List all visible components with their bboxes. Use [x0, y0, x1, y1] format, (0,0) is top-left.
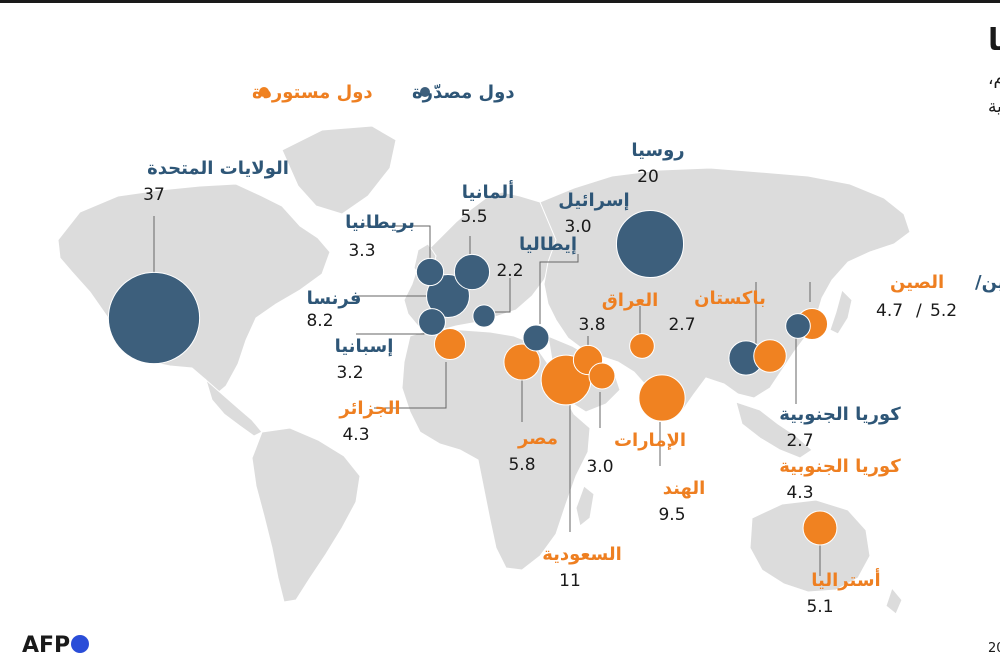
israel-value: 3.0 — [564, 217, 591, 237]
legend-exporters-label: دول مصدّرة — [412, 82, 515, 103]
source-note: المصدر: معهد ستوكهولم الدولي لأبحاث السل… — [988, 639, 1000, 656]
skorea-exp-bubble — [785, 313, 811, 339]
skorea-imp-label: كوريا الجنوبية — [779, 456, 901, 477]
legend-importers-label: دول مستوردة — [252, 82, 373, 103]
usa-label: الولايات المتحدة — [147, 158, 289, 179]
page-title: أكبر مصدري الأسلحة ومستورديها — [988, 20, 1000, 58]
china-value-separator: / — [916, 301, 922, 321]
iraq-value: 3.8 — [578, 315, 605, 335]
legend-exporter-dot — [420, 87, 430, 97]
uae-bubble — [588, 362, 616, 390]
algeria-label: الجزائر — [338, 398, 400, 419]
algeria-bubble — [433, 327, 467, 361]
italy-bubble — [472, 304, 496, 328]
russia-value: 20 — [637, 167, 659, 187]
skorea-exp-value: 2.7 — [786, 431, 813, 451]
subtitle-line-1: بحسب معهد ستوكهولم الدولي لأبحاث السلام، — [988, 68, 1000, 89]
russia-label: روسيا — [631, 140, 684, 161]
israel-bubble — [522, 324, 550, 352]
japan-shape — [829, 289, 853, 335]
spain-bubble — [418, 308, 446, 336]
new-zealand-shape — [885, 586, 903, 615]
afp-logo-text: AFP — [22, 633, 70, 658]
germany-bubble — [453, 253, 491, 291]
saudi-label: السعودية — [542, 544, 622, 565]
india-bubble — [638, 374, 686, 422]
australia-shape — [749, 499, 871, 593]
australia-value: 5.1 — [806, 597, 833, 617]
france-label: فرنسا — [307, 288, 362, 309]
spain-value: 3.2 — [336, 363, 363, 383]
spain-label: إسبانيا — [335, 336, 394, 357]
italy-value: 2.2 — [496, 261, 523, 281]
france-bubble — [426, 274, 470, 318]
china-imp-bubble — [753, 339, 787, 373]
pakistan-bubble — [629, 333, 655, 359]
uk-value: 3.3 — [348, 241, 375, 261]
russia-bubble — [615, 209, 685, 279]
australia-bubble — [802, 510, 838, 546]
bubbles — [107, 209, 838, 546]
india-value: 9.5 — [658, 505, 685, 525]
egypt-value: 5.8 — [508, 455, 535, 475]
germany-label: ألمانيا — [462, 180, 515, 203]
subtitle-line-2: 2016 - 2020، كنسبة مئوية من التجارة العا… — [988, 97, 1000, 117]
israel-label: إسرائيل — [558, 190, 629, 211]
uk-bubble — [415, 257, 445, 287]
uae-label: الإمارات — [614, 430, 686, 451]
uae-value: 3.0 — [586, 457, 613, 477]
australia-label: أستراليا — [811, 568, 880, 591]
egypt-bubble — [503, 343, 541, 381]
top-rule — [0, 0, 1000, 3]
pakistan-value: 2.7 — [668, 315, 695, 335]
india-label: الهند — [663, 478, 706, 499]
saudi-value: 11 — [559, 571, 581, 591]
country-labels: الولايات المتحدة 37 روسيا 20 ألمانيا 5.5 بريطا… — [143, 140, 901, 617]
usa-bubble — [107, 271, 201, 365]
madagascar-shape — [575, 485, 595, 527]
france-value: 8.2 — [306, 311, 333, 331]
central-america-shape — [205, 378, 263, 437]
china-importer-label: الصين — [890, 272, 944, 293]
afp-logo: AFP — [22, 633, 89, 658]
south-america-shape — [251, 427, 361, 603]
afp-logo-dot — [71, 635, 89, 653]
pakistan-label: باكستان — [694, 288, 766, 309]
iraq-label: العراق — [602, 290, 659, 311]
skorea-exp-label: كوريا الجنوبية — [779, 404, 901, 425]
italy-label: إيطاليا — [519, 234, 577, 255]
china-label: الصين الصين/ 4.7 / 5.2 — [876, 272, 1000, 321]
north-america-shape — [57, 183, 331, 397]
germany-value: 5.5 — [460, 207, 487, 227]
legend-importer-dot — [259, 87, 269, 97]
usa-value: 37 — [143, 185, 165, 205]
legend: دول مصدّرة دول مستوردة — [252, 82, 515, 103]
egypt-label: مصر — [517, 428, 558, 449]
algeria-value: 4.3 — [342, 425, 369, 445]
uk-label: بريطانيا — [345, 212, 415, 233]
skorea-imp-value: 4.3 — [786, 483, 813, 503]
china-importer-value: 4.7 — [876, 301, 903, 321]
china-exporter-label: الصين/ — [975, 272, 1000, 293]
southeast-asia-shape — [735, 401, 813, 459]
china-exporter-value: 5.2 — [930, 301, 957, 321]
greenland-shape — [281, 125, 397, 215]
